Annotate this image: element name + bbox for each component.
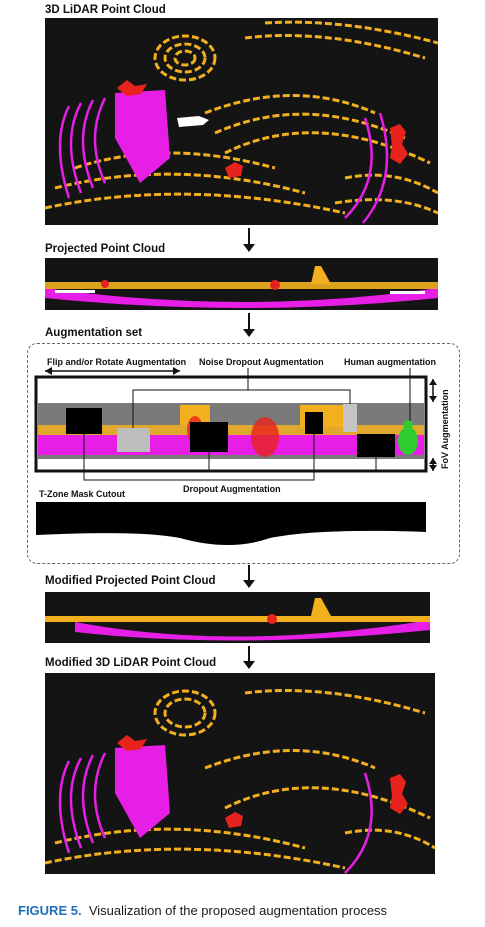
dropout-box <box>66 408 102 434</box>
label-modified-3d: Modified 3D LiDAR Point Cloud <box>45 657 217 669</box>
label-lidar-3d: 3D LiDAR Point Cloud <box>45 4 166 16</box>
person-shape <box>251 417 279 457</box>
modified-3d-panel <box>45 673 435 874</box>
label-modified-projected: Modified Projected Point Cloud <box>45 575 216 587</box>
lidar-3d-image <box>45 20 438 224</box>
arrow-down-3 <box>243 565 255 588</box>
modified-projected-image <box>45 598 430 641</box>
dropout-box <box>305 412 323 434</box>
modified-projected-panel <box>45 592 430 643</box>
label-tzone-mask: T-Zone Mask Cutout <box>39 489 125 499</box>
label-augmentation-set: Augmentation set <box>45 327 143 339</box>
label-flip-rotate: Flip and/or Rotate Augmentation <box>47 357 187 367</box>
noise-box <box>343 404 357 432</box>
label-fov-augmentation: FoV Augmentation <box>440 389 450 469</box>
dropout-box <box>357 434 395 457</box>
lidar-3d-panel <box>45 18 438 225</box>
arrow-down-2 <box>243 313 255 337</box>
augmentation-set-box <box>27 343 460 564</box>
human-augmentation-shape <box>398 427 418 455</box>
caption-text: Visualization of the proposed augmentati… <box>88 903 388 918</box>
noise-box <box>117 428 150 452</box>
figure-number: FIGURE 5. <box>18 903 82 918</box>
label-dropout-augmentation: Dropout Augmentation <box>183 484 281 494</box>
modified-3d-image <box>45 689 435 874</box>
label-projected: Projected Point Cloud <box>45 243 166 255</box>
figure-caption: FIGURE 5. Visualization of the proposed … <box>18 903 387 918</box>
dropout-box <box>190 422 228 452</box>
projected-panel <box>45 258 438 310</box>
arrow-down-1 <box>243 228 255 252</box>
label-human-augmentation: Human augmentation <box>344 357 437 367</box>
label-noise-dropout: Noise Dropout Augmentation <box>199 357 324 367</box>
projected-image <box>45 266 438 308</box>
arrow-down-4 <box>243 646 255 669</box>
